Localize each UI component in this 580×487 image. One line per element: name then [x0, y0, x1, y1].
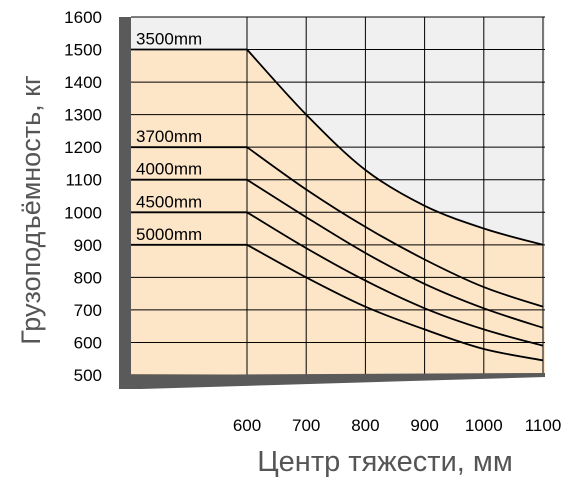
y-tick-500: 500 — [74, 366, 102, 385]
series-lines — [131, 48, 544, 362]
series-label-4000mm: 4000mm — [136, 160, 202, 179]
x-tick-600: 600 — [233, 416, 261, 435]
y-tick-1400: 1400 — [64, 73, 102, 92]
y-tick-700: 700 — [74, 301, 102, 320]
y-axis-ticks: 500 600 700 800 900 1000 1100 1200 1300 1400 1500 1… — [64, 8, 102, 385]
x-axis-ticks: 600 700 800 900 1000 1100 — [233, 416, 561, 435]
y-tick-900: 900 — [74, 236, 102, 255]
series-line-4000mm — [131, 178, 544, 329]
y-tick-1500: 1500 — [64, 41, 102, 60]
y-tick-1000: 1000 — [64, 203, 102, 222]
y-tick-800: 800 — [74, 268, 102, 287]
x-tick-700: 700 — [292, 416, 320, 435]
series-line-3500mm — [131, 48, 544, 246]
x-axis-label: Центр тяжести, мм — [257, 446, 513, 478]
series-label-4500mm: 4500mm — [136, 192, 202, 211]
y-tick-1200: 1200 — [64, 138, 102, 157]
x-tick-800: 800 — [351, 416, 379, 435]
series-label-3700mm: 3700mm — [136, 127, 202, 146]
x-tick-900: 900 — [410, 416, 438, 435]
series-line-4500mm — [131, 211, 544, 347]
x-tick-1100: 1100 — [525, 416, 562, 435]
y-axis-label: Грузоподъёмность, кг — [16, 75, 46, 345]
series-label-3500mm: 3500mm — [136, 30, 202, 49]
series-labels: 3500mm 3700mm 4000mm 4500mm 5000mm — [136, 30, 202, 244]
series-line-3700mm — [131, 146, 544, 308]
y-tick-1100: 1100 — [65, 171, 102, 190]
y-tick-1600: 1600 — [64, 8, 102, 27]
series-line-5000mm — [131, 243, 544, 362]
series-label-5000mm: 5000mm — [136, 225, 202, 244]
x-tick-1000: 1000 — [465, 416, 503, 435]
y-tick-1300: 1300 — [64, 106, 102, 125]
y-tick-600: 600 — [74, 333, 102, 352]
